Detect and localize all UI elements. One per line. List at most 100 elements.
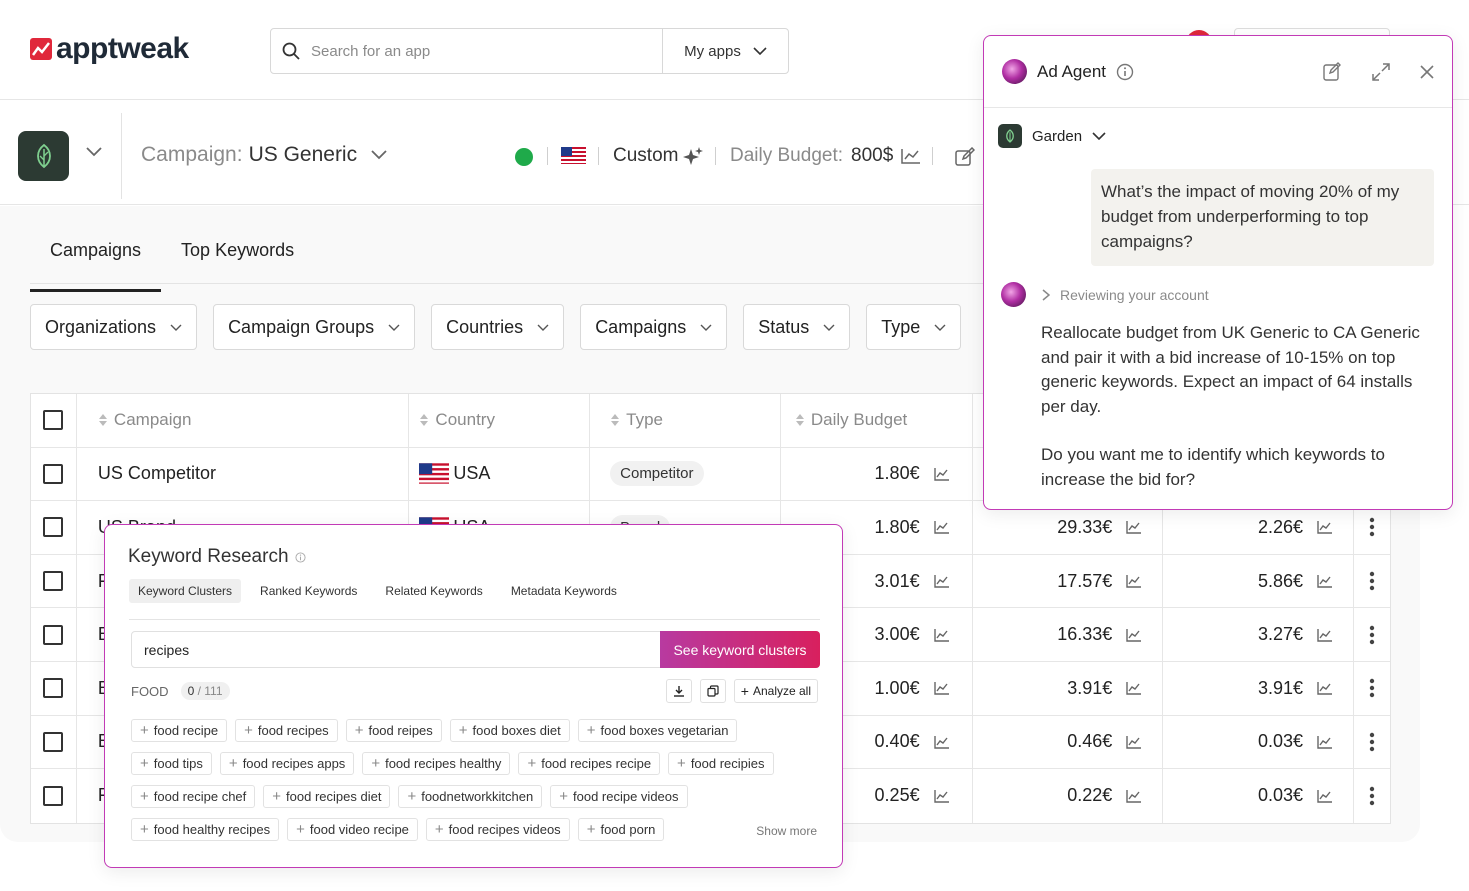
analyze-all-button[interactable]: + Analyze all (733, 679, 818, 703)
row-checkbox[interactable] (43, 463, 64, 484)
keyword-chip[interactable]: + food recipes diet (263, 785, 391, 808)
more-vertical-icon[interactable] (1369, 625, 1375, 645)
reasoning-toggle[interactable]: Reviewing your account (1001, 282, 1209, 307)
trend-chart-icon[interactable] (1317, 681, 1333, 695)
campaign-name-cell[interactable]: F (98, 571, 109, 592)
filter-status[interactable]: Status (743, 304, 851, 350)
keyword-chip[interactable]: + food porn (577, 818, 665, 841)
keyword-chip[interactable]: + food boxes diet (449, 719, 570, 742)
trend-chart-icon[interactable] (1317, 735, 1333, 749)
download-button[interactable] (665, 679, 692, 703)
show-more-link[interactable]: Show more (756, 824, 817, 838)
filter-campaigns[interactable]: Campaigns (580, 304, 728, 350)
row-checkbox[interactable] (43, 731, 64, 752)
bidding-strategy[interactable]: Custom (613, 145, 704, 167)
filter-label: Campaign Groups (228, 316, 375, 337)
copy-button[interactable] (699, 679, 726, 703)
trend-chart-icon[interactable] (1317, 628, 1333, 642)
trend-chart-icon[interactable] (1126, 628, 1142, 642)
campaign-name-cell[interactable]: F (98, 785, 109, 806)
apptweak-logo[interactable]: apptweak (30, 32, 189, 66)
trend-chart-icon[interactable] (1317, 789, 1333, 803)
keyword-chip[interactable]: + food recipies (668, 752, 774, 775)
keyword-chip[interactable]: + food recipe videos (550, 785, 688, 808)
table-row[interactable]: US Competitor USA Competitor 1.80€ (31, 447, 1390, 502)
filter-campaign-groups[interactable]: Campaign Groups (213, 304, 416, 350)
row-checkbox[interactable] (43, 785, 64, 806)
app-search: My apps (270, 28, 789, 74)
keyword-chip[interactable]: + food recipes healthy (362, 752, 511, 775)
keyword-chip[interactable]: + food boxes vegetarian (577, 719, 738, 742)
trend-chart-icon[interactable] (933, 520, 950, 535)
more-vertical-icon[interactable] (1369, 732, 1375, 752)
trend-chart-icon[interactable] (933, 574, 950, 588)
app-selector[interactable]: Garden (998, 124, 1106, 148)
table-row[interactable]: E3.00€16.33€3.27€ (31, 608, 1390, 662)
edit-icon[interactable] (955, 147, 975, 167)
info-icon[interactable] (294, 551, 306, 563)
more-vertical-icon[interactable] (1369, 678, 1375, 698)
tab-metadata-keywords[interactable]: Metadata Keywords (510, 584, 617, 598)
keyword-chip[interactable]: + food recipes (235, 719, 338, 742)
row-checkbox[interactable] (43, 678, 64, 699)
keyword-chip[interactable]: + food recipes apps (219, 752, 355, 775)
column-header-type[interactable]: Type (590, 394, 781, 447)
info-icon[interactable] (1116, 63, 1134, 81)
row-checkbox[interactable] (43, 624, 64, 645)
search-input[interactable] (311, 29, 662, 73)
close-icon[interactable] (1420, 64, 1434, 79)
trend-chart-icon[interactable] (901, 148, 921, 164)
column-header-campaign[interactable]: Campaign (77, 394, 410, 447)
keyword-chip[interactable]: + food recipe (131, 719, 228, 742)
trend-chart-icon[interactable] (933, 789, 950, 803)
more-vertical-icon[interactable] (1369, 571, 1375, 591)
filter-type[interactable]: Type (866, 304, 962, 350)
tab-top-keywords[interactable]: Top Keywords (181, 240, 295, 260)
tab-campaigns[interactable]: Campaigns (30, 236, 162, 292)
keyword-search-input[interactable] (132, 632, 660, 667)
app-switch-chevron-icon[interactable] (86, 147, 102, 157)
filter-countries[interactable]: Countries (431, 304, 565, 350)
trend-chart-icon[interactable] (933, 735, 950, 749)
keyword-chip[interactable]: + food video recipe (287, 818, 418, 841)
daily-budget-value: 1.80€ (874, 516, 920, 537)
keyword-chip[interactable]: + food recipes recipe (518, 752, 661, 775)
trend-chart-icon[interactable] (1317, 520, 1333, 535)
trend-chart-icon[interactable] (933, 467, 950, 481)
tab-ranked-keywords[interactable]: Ranked Keywords (260, 584, 358, 598)
filter-organizations[interactable]: Organizations (30, 304, 198, 350)
my-apps-dropdown[interactable]: My apps (662, 29, 788, 73)
keyword-chip[interactable]: + food reipes (345, 719, 442, 742)
keyword-chip[interactable]: + food healthy recipes (131, 818, 280, 841)
trend-chart-icon[interactable] (933, 681, 950, 695)
keyword-chip[interactable]: + food recipe chef (131, 785, 256, 808)
tab-related-keywords[interactable]: Related Keywords (385, 584, 483, 598)
more-vertical-icon[interactable] (1369, 517, 1375, 537)
table-row[interactable]: F 3.01€ 17.57€ 5.86€ (31, 554, 1390, 609)
campaign-selector[interactable]: Campaign: US Generic (141, 143, 387, 167)
copy-icon (707, 685, 719, 697)
campaign-name-cell[interactable]: US Competitor (97, 463, 216, 484)
trend-chart-icon[interactable] (1126, 520, 1142, 535)
row-checkbox[interactable] (43, 571, 64, 592)
column-header-daily-budget[interactable]: Daily Budget (781, 394, 973, 447)
trend-chart-icon[interactable] (933, 628, 950, 642)
trend-chart-icon[interactable] (1126, 681, 1142, 695)
keyword-chip-label: food recipe (153, 723, 219, 738)
tab-keyword-clusters[interactable]: Keyword Clusters (129, 579, 242, 603)
trend-chart-icon[interactable] (1126, 735, 1142, 749)
trend-chart-icon[interactable] (1126, 574, 1142, 588)
trend-chart-icon[interactable] (1126, 789, 1142, 803)
keyword-chip[interactable]: + food recipes videos (425, 818, 570, 841)
keyword-chip[interactable]: + food tips (131, 752, 212, 775)
new-chat-icon[interactable] (1323, 62, 1342, 81)
select-all-checkbox[interactable] (43, 410, 64, 431)
row-checkbox[interactable] (43, 517, 64, 538)
trend-chart-icon[interactable] (1317, 574, 1333, 588)
keyword-chip[interactable]: + foodnetworkkitchen (398, 785, 543, 808)
more-vertical-icon[interactable] (1369, 786, 1375, 806)
app-icon[interactable] (18, 131, 69, 181)
expand-icon[interactable] (1372, 62, 1390, 81)
see-keyword-clusters-button[interactable]: See keyword clusters (660, 631, 820, 668)
column-header-country[interactable]: Country (409, 394, 591, 447)
